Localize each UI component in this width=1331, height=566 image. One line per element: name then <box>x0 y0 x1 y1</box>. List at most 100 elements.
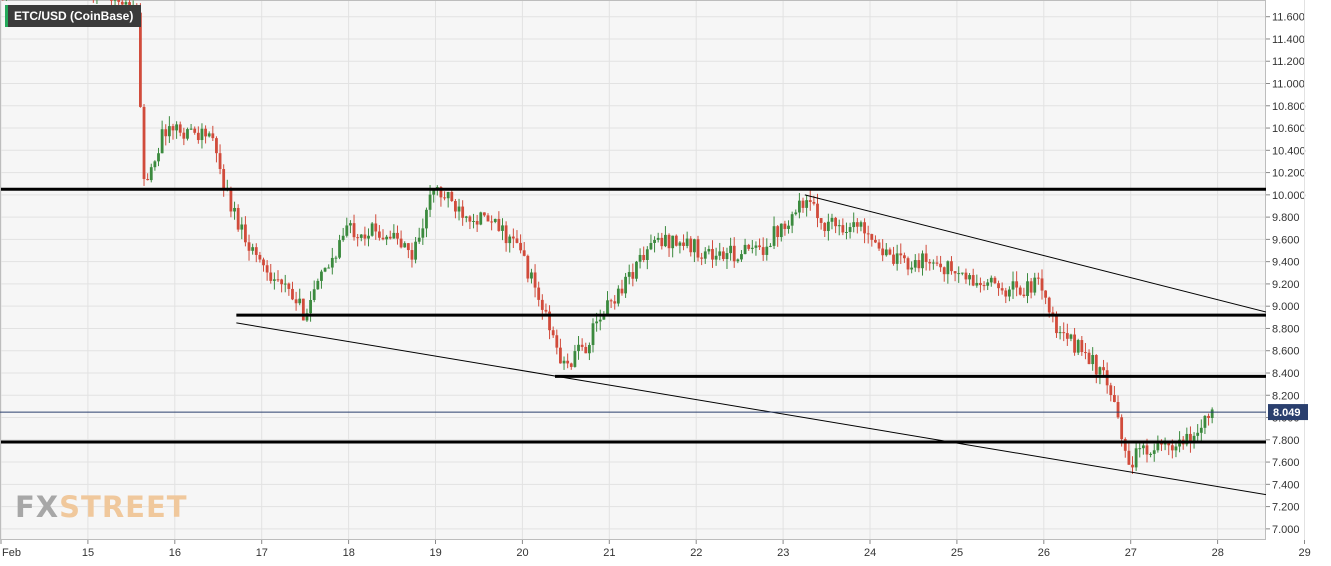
candle-down <box>1094 355 1098 375</box>
candle-down <box>823 222 827 232</box>
candle-down <box>374 223 378 232</box>
candle-up <box>157 153 160 162</box>
candle-up <box>606 300 609 316</box>
candle-down <box>461 206 465 218</box>
candle-down <box>812 201 816 204</box>
trend-line <box>804 194 1266 313</box>
candle-down <box>1127 450 1131 465</box>
candle-up <box>160 129 164 154</box>
candle-up <box>957 273 961 275</box>
candle-down <box>1207 415 1210 418</box>
candle-up <box>240 224 244 230</box>
candle-up <box>1156 442 1160 451</box>
candle-up <box>685 238 689 246</box>
candle-up <box>446 192 450 199</box>
candle-down <box>1047 297 1051 313</box>
candle-down <box>841 225 845 233</box>
candle-down <box>1145 445 1149 455</box>
candle-up <box>1203 415 1207 428</box>
candle-up <box>598 319 602 322</box>
x-tick-label: 21 <box>603 547 615 559</box>
x-tick-label: 18 <box>343 547 355 559</box>
candle-down <box>218 153 222 170</box>
candle-down <box>1065 333 1069 339</box>
candle-down <box>1189 433 1192 444</box>
candle-up <box>1141 445 1145 449</box>
candle-up <box>729 245 732 254</box>
candle-up <box>787 225 790 229</box>
candle-up <box>1098 367 1102 375</box>
y-tick-label: 9.200 <box>1272 279 1300 291</box>
candle-up <box>403 243 407 248</box>
candle-up <box>664 234 667 247</box>
candle-down <box>215 138 218 154</box>
candle-down <box>682 242 685 246</box>
candle-up <box>200 128 204 141</box>
candle-up <box>330 257 334 268</box>
candle-up <box>769 245 772 247</box>
candle-down <box>396 232 399 239</box>
x-tick-label: 16 <box>169 547 181 559</box>
candle-down <box>454 201 457 212</box>
candle-down <box>1044 290 1048 298</box>
candle-down <box>674 235 678 246</box>
candle-up <box>573 351 577 367</box>
y-tick-label: 11.400 <box>1272 34 1305 46</box>
candle-up <box>432 189 436 195</box>
x-tick-label: 25 <box>951 547 963 559</box>
candle-up <box>309 300 312 314</box>
candle-up <box>207 133 211 137</box>
candle-down <box>519 242 522 251</box>
candle-down <box>660 237 664 247</box>
candle-down <box>533 272 537 288</box>
candle-down <box>193 128 197 133</box>
y-tick-label: 9.400 <box>1272 257 1300 269</box>
candle-up <box>283 283 287 285</box>
candle-up <box>1011 281 1015 290</box>
candle-down <box>229 187 233 212</box>
last-price-label: 8.049 <box>1273 407 1301 419</box>
y-tick-label: 11.000 <box>1272 79 1305 91</box>
candle-up <box>794 212 798 215</box>
candle-up <box>305 313 309 321</box>
candle-up <box>417 237 421 242</box>
candle-up <box>805 200 809 208</box>
candle-down <box>1116 402 1120 418</box>
candle-down <box>559 347 562 364</box>
candle-down <box>526 255 530 279</box>
candle-down <box>178 124 182 133</box>
candle-up <box>725 253 729 260</box>
candle-down <box>979 282 982 286</box>
candle-up <box>1138 448 1142 450</box>
y-tick-label: 10.000 <box>1272 190 1306 202</box>
candle-up <box>1196 432 1200 436</box>
x-tick-label: 26 <box>1038 547 1050 559</box>
candle-down <box>439 187 443 198</box>
candle-down <box>1167 443 1171 446</box>
candle-down <box>942 267 946 275</box>
candle-up <box>1033 277 1037 293</box>
candle-up <box>1134 448 1138 468</box>
candle-up <box>852 222 856 228</box>
candle-down <box>1131 464 1134 468</box>
candle-down <box>631 272 635 279</box>
candle-up <box>649 242 653 250</box>
x-tick-label: 19 <box>430 547 442 559</box>
candle-down <box>902 255 906 259</box>
y-tick-label: 10.200 <box>1272 168 1306 180</box>
candle-down <box>410 250 414 260</box>
candle-up <box>750 247 754 249</box>
candle-up <box>370 223 374 236</box>
candle-down <box>819 218 823 223</box>
candle-up <box>1163 443 1167 445</box>
candle-down <box>620 288 624 294</box>
candle-up <box>472 220 475 222</box>
candle-down <box>522 250 526 256</box>
candle-down <box>667 234 671 249</box>
candle-up <box>457 206 461 212</box>
candle-down <box>783 223 787 229</box>
candle-down <box>1062 332 1066 334</box>
candle-up <box>272 279 276 281</box>
candle-down <box>287 283 291 289</box>
